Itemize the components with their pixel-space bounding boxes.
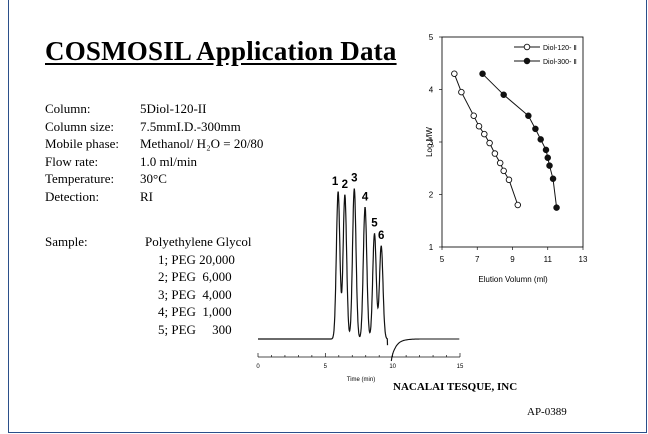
data-point [500,167,507,175]
data-point [496,159,504,167]
y-axis-label: Log MW [425,127,434,157]
sample-name: Polyethylene Glycol [145,234,252,249]
condition-label: Column size: [45,118,114,134]
condition-label: Detection: [45,188,100,204]
condition-value: Methanol/ H₂O = 20/80 [140,136,264,152]
peak-label: 4 [362,191,369,203]
data-point [481,130,488,138]
condition-row: Temperature: 30°C [45,170,263,188]
series-line [482,73,558,208]
data-point [505,176,513,184]
x-tick-label: 10 [389,364,396,370]
y-tick-label: 4 [429,86,434,95]
sample-item: 2; PEG 6,000 [145,269,232,284]
x-tick-label: 7 [475,255,480,264]
data-point [542,146,550,154]
data-point [470,112,477,119]
y-tick-label: 1 [429,243,434,252]
y-tick-label: 5 [429,33,434,42]
condition-value: 5Diol-120-II [140,101,207,116]
x-tick-label: 15 [457,364,464,370]
x-tick-label: 0 [256,364,260,370]
data-point [500,91,507,98]
document-code: AP-0389 [527,406,567,418]
x-axis-label: Elution Volumn (ml) [478,275,548,284]
y-tick-label: 3 [429,138,434,147]
peak-label: 3 [351,173,357,185]
condition-row: Column: 5Diol-120-II [45,100,263,118]
condition-value: RI [140,188,153,204]
page-title: COSMOSIL Application Data [45,36,397,66]
x-tick-label: 13 [579,255,588,264]
data-point [537,136,544,143]
peak-label: 2 [342,179,348,191]
condition-label: Flow rate: [45,153,99,169]
legend-marker [523,43,531,51]
chromatogram-trace [258,188,389,346]
chromatogram-trace [390,338,460,362]
x-tick-label: 5 [324,364,328,370]
x-tick-label: 9 [510,255,515,264]
sample-item: 5; PEG 300 [145,321,232,337]
condition-row: Column size: 7.5mmI.D.-300mm [45,118,263,136]
condition-row: Mobile phase: Methanol/ H₂O = 20/80 [45,135,263,153]
condition-value: 7.5mmI.D.-300mm [140,118,241,134]
sample-list: Polyethylene Glycol 1; PEG 20,000 2; PEG… [145,233,252,338]
data-point [549,175,557,182]
sample-item: 4; PEG 1,000 [145,304,232,319]
data-point [479,70,486,77]
data-point [486,139,493,147]
data-point [553,204,560,211]
sample-label: Sample: [45,234,88,249]
y-tick-label: 2 [429,191,434,200]
legend-label: Diol-300- Ⅱ [543,59,577,66]
data-point [532,125,539,133]
legend-marker [523,57,531,65]
condition-label: Mobile phase: [45,136,120,152]
x-axis-label: Time (min) [347,377,375,383]
data-point [475,122,483,130]
x-tick-label: 5 [440,255,445,264]
x-tick-label: 11 [544,255,553,264]
data-point [546,162,553,169]
data-point [514,201,522,209]
peak-label: 5 [371,218,378,230]
peak-label: 1 [332,176,339,188]
peak-label: 6 [378,230,384,242]
condition-value: 1.0 ml/min [140,153,198,169]
data-point [451,70,458,77]
condition-value: 30°C [140,171,167,187]
company-name: NACALAI TESQUE, INC [393,381,518,393]
condition-row: Flow rate: 1.0 ml/min [45,153,263,171]
condition-label: Column: [45,101,91,116]
sample-item: 3; PEG 4,000 [145,286,232,302]
data-point [491,150,499,157]
data-point [458,88,465,96]
legend-label: Diol-120- Ⅱ [543,45,577,52]
data-point [525,112,532,119]
data-point [544,154,552,161]
slide-frame [8,0,647,433]
conditions-block: Column: 5Diol-120-II Column size: 7.5mmI.D.… [45,100,263,206]
condition-label: Temperature: [45,171,115,187]
condition-row: Detection: RI [45,188,263,206]
sample-item: 1; PEG 20,000 [145,251,235,267]
plot-frame [441,36,584,248]
